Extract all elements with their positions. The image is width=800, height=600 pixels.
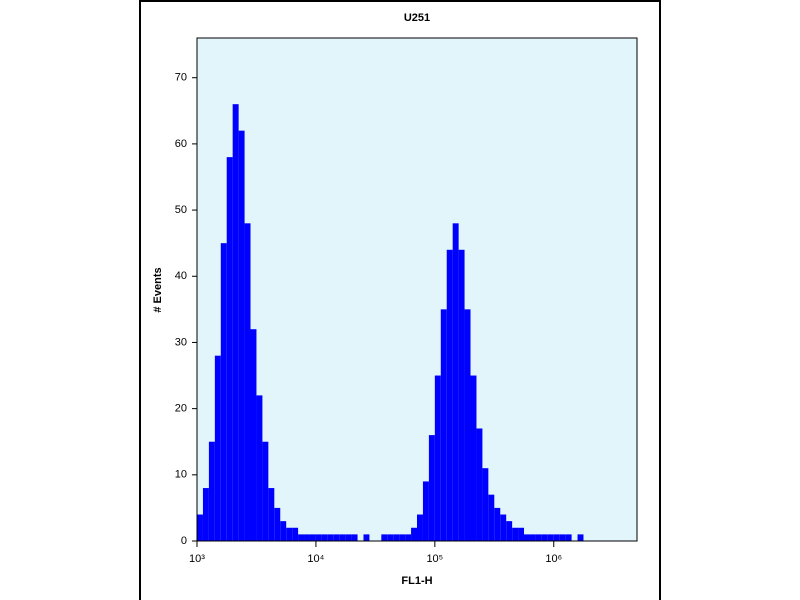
bar xyxy=(244,223,251,541)
bar xyxy=(292,527,299,541)
bar xyxy=(500,514,507,541)
bar xyxy=(464,309,471,541)
x-axis-label: FL1-H xyxy=(401,575,432,587)
bar xyxy=(315,534,322,541)
bar xyxy=(452,223,459,541)
bar xyxy=(202,488,209,541)
bar xyxy=(529,534,536,541)
bar xyxy=(541,534,548,541)
bar xyxy=(553,534,560,541)
y-tick-label: 60 xyxy=(175,138,187,150)
x-tick-label: 10⁶ xyxy=(545,553,562,565)
bar xyxy=(262,441,269,541)
y-tick-label: 70 xyxy=(175,72,187,84)
bar xyxy=(547,534,554,541)
bar xyxy=(416,514,423,541)
bar xyxy=(333,534,340,541)
bar xyxy=(345,534,352,541)
bar xyxy=(208,441,215,541)
bar xyxy=(494,507,501,541)
bar xyxy=(339,534,346,541)
bar xyxy=(232,104,239,542)
bar xyxy=(559,534,566,541)
bar xyxy=(440,309,447,541)
x-tick-label: 10⁴ xyxy=(307,553,324,565)
x-tick-label: 10³ xyxy=(189,553,205,565)
bar xyxy=(274,507,281,541)
bar xyxy=(512,527,519,541)
bar xyxy=(298,534,305,541)
y-axis-label: # Events xyxy=(152,267,164,312)
y-tick-label: 20 xyxy=(175,403,187,415)
bar xyxy=(458,249,465,541)
y-tick-label: 40 xyxy=(175,270,187,282)
bar xyxy=(309,534,316,541)
bar xyxy=(446,249,453,541)
bar xyxy=(238,130,245,541)
bar xyxy=(327,534,334,541)
bar xyxy=(524,534,530,541)
bar xyxy=(482,468,489,541)
bar xyxy=(393,534,400,541)
bar xyxy=(422,481,429,541)
bar xyxy=(220,243,227,541)
y-tick-label: 50 xyxy=(175,204,187,216)
x-tick-label: 10⁵ xyxy=(426,553,443,565)
bar xyxy=(280,521,287,541)
bar xyxy=(434,375,441,541)
bar xyxy=(321,534,328,541)
bar xyxy=(226,157,233,541)
marks xyxy=(197,104,584,542)
bar xyxy=(476,428,483,541)
bar xyxy=(250,329,257,541)
bar xyxy=(488,494,495,541)
bar xyxy=(506,521,513,541)
bar xyxy=(518,527,525,541)
y-tick-label: 30 xyxy=(175,336,187,348)
bar xyxy=(405,534,412,541)
bar xyxy=(363,534,370,541)
bar xyxy=(304,534,310,541)
y-tick-label: 10 xyxy=(175,469,187,481)
bar xyxy=(387,534,394,541)
bar xyxy=(351,534,358,541)
bar xyxy=(565,534,572,541)
y-tick-label: 0 xyxy=(181,535,187,547)
plot-border xyxy=(196,37,638,542)
bar xyxy=(268,488,275,541)
bar xyxy=(577,534,584,541)
plot-background xyxy=(197,38,637,541)
bar xyxy=(399,534,406,541)
bar xyxy=(214,355,221,541)
bar xyxy=(256,395,263,541)
bar xyxy=(428,435,435,541)
bar xyxy=(286,527,293,541)
bar xyxy=(197,514,203,541)
bar xyxy=(470,375,477,541)
bar xyxy=(381,534,388,541)
bar xyxy=(411,527,417,541)
bar xyxy=(535,534,542,541)
chart-title: U251 xyxy=(404,12,430,24)
